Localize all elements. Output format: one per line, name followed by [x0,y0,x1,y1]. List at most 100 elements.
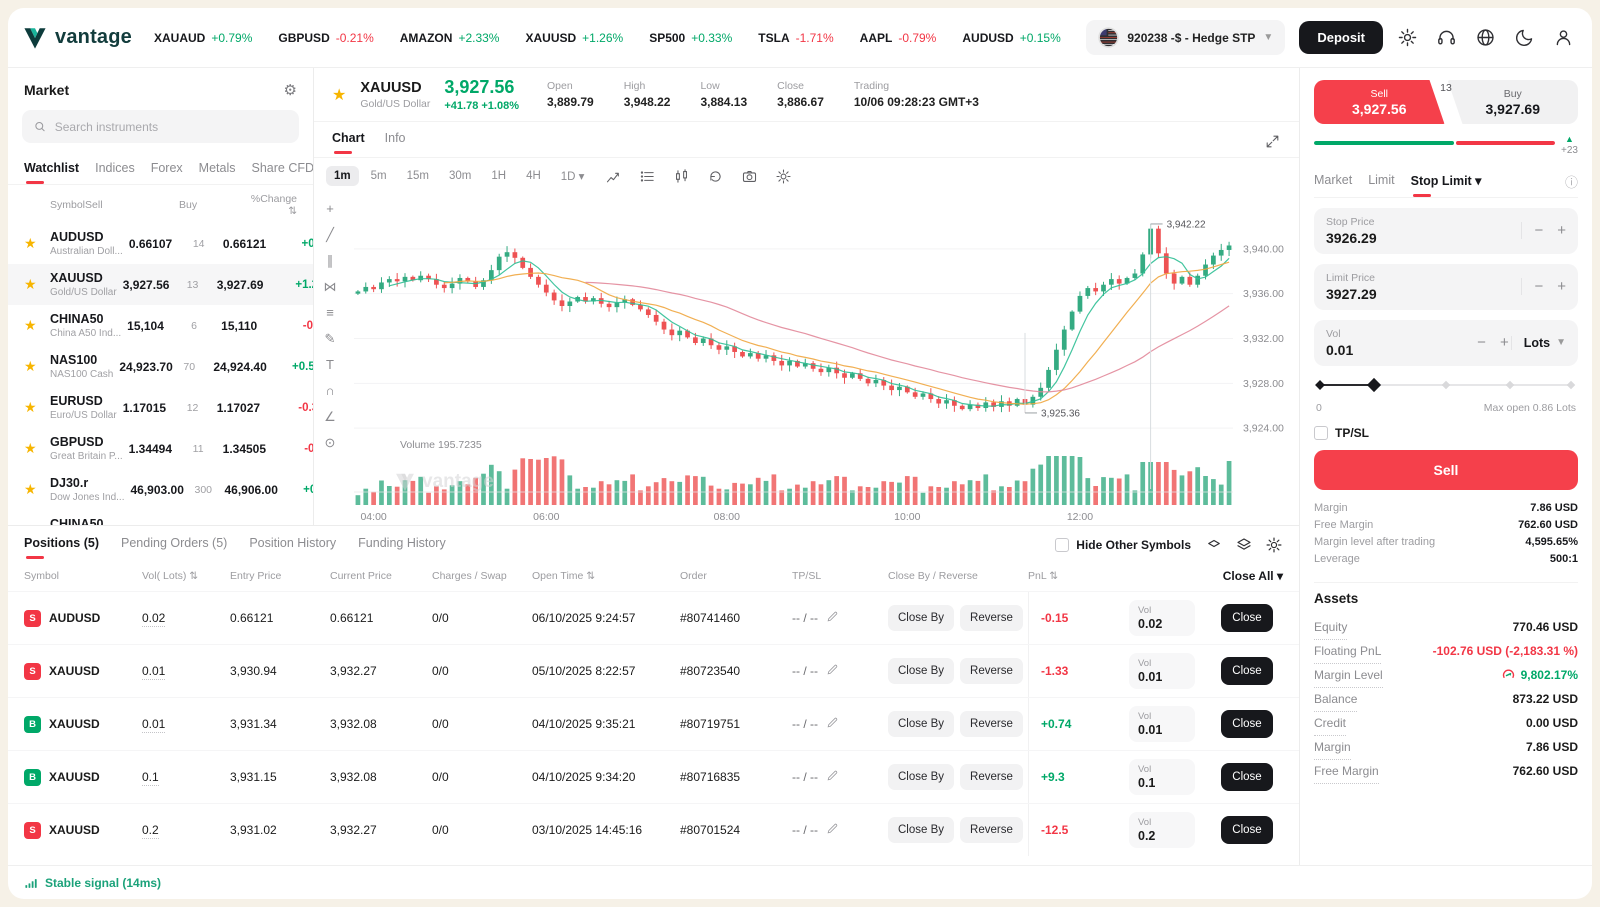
favorite-star-icon[interactable]: ★ [24,235,37,251]
timeframe-5m[interactable]: 5m [370,170,387,182]
position-vol[interactable]: 0.02 [142,611,166,627]
collapse-rows-icon[interactable] [1205,536,1223,554]
sell-price[interactable]: 46,903.00 [130,482,184,497]
chart-tab-info[interactable]: Info [384,131,406,145]
watchlist-row[interactable]: ★ GBPUSD Great Britain P... 1.34494 11 1.3450… [8,428,313,469]
grid-settings-icon[interactable] [1265,536,1283,554]
ticker-item[interactable]: AMAZON +2.33% [400,31,500,45]
sidebar-tab-share-cfds[interactable]: Share CFDs [251,161,314,175]
close-all-button[interactable]: Close All ▾ [1222,569,1283,583]
parallel-channel-tool-icon[interactable]: ∥ [326,253,334,268]
favorite-star-icon[interactable]: ★ [24,358,37,374]
close-volume-input[interactable]: Vol 0.2 [1129,812,1195,848]
chart-plot-area[interactable]: 3,940.00 3,936.00 3,932.00 3,928.00 3,924.00… [346,194,1299,525]
volume-field[interactable]: Vol 0.01 − + Lots ▼ [1314,319,1578,366]
edit-tpsl-icon[interactable] [826,769,839,785]
favorite-star-icon[interactable]: ★ [24,317,37,333]
edit-tpsl-icon[interactable] [826,822,839,838]
chart-tab-chart[interactable]: Chart [332,125,365,154]
order-tab-stop-limit[interactable]: Stop Limit ▾ [1411,167,1481,197]
sell-price[interactable]: 1.34494 [128,441,173,456]
search-input[interactable] [54,119,288,134]
expand-icon[interactable] [1259,129,1285,153]
positions-tab-funding-history[interactable]: Funding History [358,536,446,550]
sell-price[interactable]: 15,104 [127,318,164,333]
language-icon[interactable] [1475,27,1496,48]
ticker-item[interactable]: AUDUSD +0.15% [962,31,1060,45]
order-tab-market[interactable]: Market [1314,173,1353,188]
timeframe-4H[interactable]: 4H [526,170,541,182]
slider-start-handle[interactable] [1315,379,1325,390]
order-tab-limit[interactable]: Limit [1368,173,1395,188]
sell-price[interactable]: 3,927.56 [122,277,170,292]
sell-price-button[interactable]: Sell 3,927.56 [1314,80,1445,124]
candle-style-icon[interactable] [668,164,694,188]
close-volume-input[interactable]: Vol 0.01 [1129,706,1195,742]
buy-price[interactable]: 24,924.40 [213,359,267,374]
dark-mode-icon[interactable] [1514,27,1535,48]
layers-icon[interactable] [1235,536,1253,554]
volume-slider[interactable] [1315,377,1576,392]
close-by-button[interactable]: Close By [888,658,955,684]
positions-tab-position-history[interactable]: Position History [249,536,337,550]
edit-tpsl-icon[interactable] [826,663,839,679]
timeframe-15m[interactable]: 15m [406,170,429,182]
market-settings-icon[interactable]: ⚙ [283,81,297,99]
timeframe-1H[interactable]: 1H [491,170,507,182]
ticker-item[interactable]: GBPUSD -0.21% [278,31,373,45]
buy-price[interactable]: 1.34505 [222,441,267,456]
sidebar-tab-forex[interactable]: Forex [150,161,183,175]
position-vol[interactable]: 0.2 [142,823,159,839]
ticker-item[interactable]: XAUAUD +0.79% [154,31,252,45]
sell-price[interactable]: 15,101 [127,524,191,526]
support-icon[interactable] [1436,27,1457,48]
positions-tab-pending-orders-5-[interactable]: Pending Orders (5) [121,536,228,550]
tpsl-checkbox[interactable]: TP/SL [1314,425,1578,440]
account-selector[interactable]: 920238 -$ - Hedge STP ▼ [1086,20,1286,55]
replay-icon[interactable] [702,164,728,188]
watchlist-row[interactable]: ★ DJ30.r Dow Jones Ind... 46,903.00 300 46,90… [8,469,313,510]
price-field[interactable]: Limit Price 3927.29− + [1314,263,1578,310]
slider-handle[interactable] [1367,377,1382,392]
reverse-button[interactable]: Reverse [960,764,1023,790]
close-by-button[interactable]: Close By [888,764,955,790]
chart-settings-icon[interactable] [770,164,796,188]
magnet-tool-icon[interactable]: ∩ [325,383,335,398]
deposit-button[interactable]: Deposit [1299,21,1383,54]
candlestick-chart[interactable]: 3,940.00 3,936.00 3,932.00 3,928.00 3,924.00… [346,194,1299,525]
watchlist-row[interactable]: ★ AUDUSD Australian Doll... 0.66107 14 0.6612… [8,223,313,264]
close-position-button[interactable]: Close [1221,710,1273,738]
sidebar-tab-metals[interactable]: Metals [198,161,236,175]
timeframe-30m[interactable]: 30m [448,170,472,182]
ticker-item[interactable]: SP500 +0.33% [649,31,732,45]
unit-selector[interactable]: Lots ▼ [1510,335,1566,350]
close-by-button[interactable]: Close By [888,605,955,631]
decrement-button[interactable]: − [1477,334,1486,352]
edit-tpsl-icon[interactable] [826,716,839,732]
indicators-icon[interactable] [600,164,626,188]
buy-price[interactable]: 3,927.69 [216,277,264,292]
reverse-button[interactable]: Reverse [960,605,1023,631]
profile-icon[interactable] [1553,27,1574,48]
change-column-sort[interactable]: %Change ⇅ [250,193,298,217]
close-volume-input[interactable]: Vol 0.1 [1129,759,1195,795]
close-position-button[interactable]: Close [1221,816,1273,844]
favorite-star-icon[interactable]: ★ [24,399,37,415]
position-vol[interactable]: 0.1 [142,770,159,786]
increment-button[interactable]: + [1557,222,1566,240]
measure-tool-icon[interactable]: ∠ [324,409,336,424]
sidebar-tab-watchlist[interactable]: Watchlist [24,155,79,184]
buy-price-button[interactable]: Buy 3,927.69 [1447,80,1578,124]
favorite-star-icon[interactable]: ★ [24,276,37,292]
position-vol[interactable]: 0.01 [142,664,166,680]
info-icon[interactable]: ⓘ [1564,175,1578,191]
close-position-button[interactable]: Close [1221,657,1273,685]
close-by-button[interactable]: Close By [888,817,955,843]
positions-tab-positions-5-[interactable]: Positions (5) [24,530,99,559]
templates-icon[interactable] [634,164,660,188]
reverse-button[interactable]: Reverse [960,658,1023,684]
price-range-tool-icon[interactable]: ≡ [326,305,334,320]
text-tool-icon[interactable]: T [326,357,334,372]
xabcd-pattern-tool-icon[interactable]: ⋈ [323,279,337,294]
timeframe-1m[interactable]: 1m [326,166,359,186]
